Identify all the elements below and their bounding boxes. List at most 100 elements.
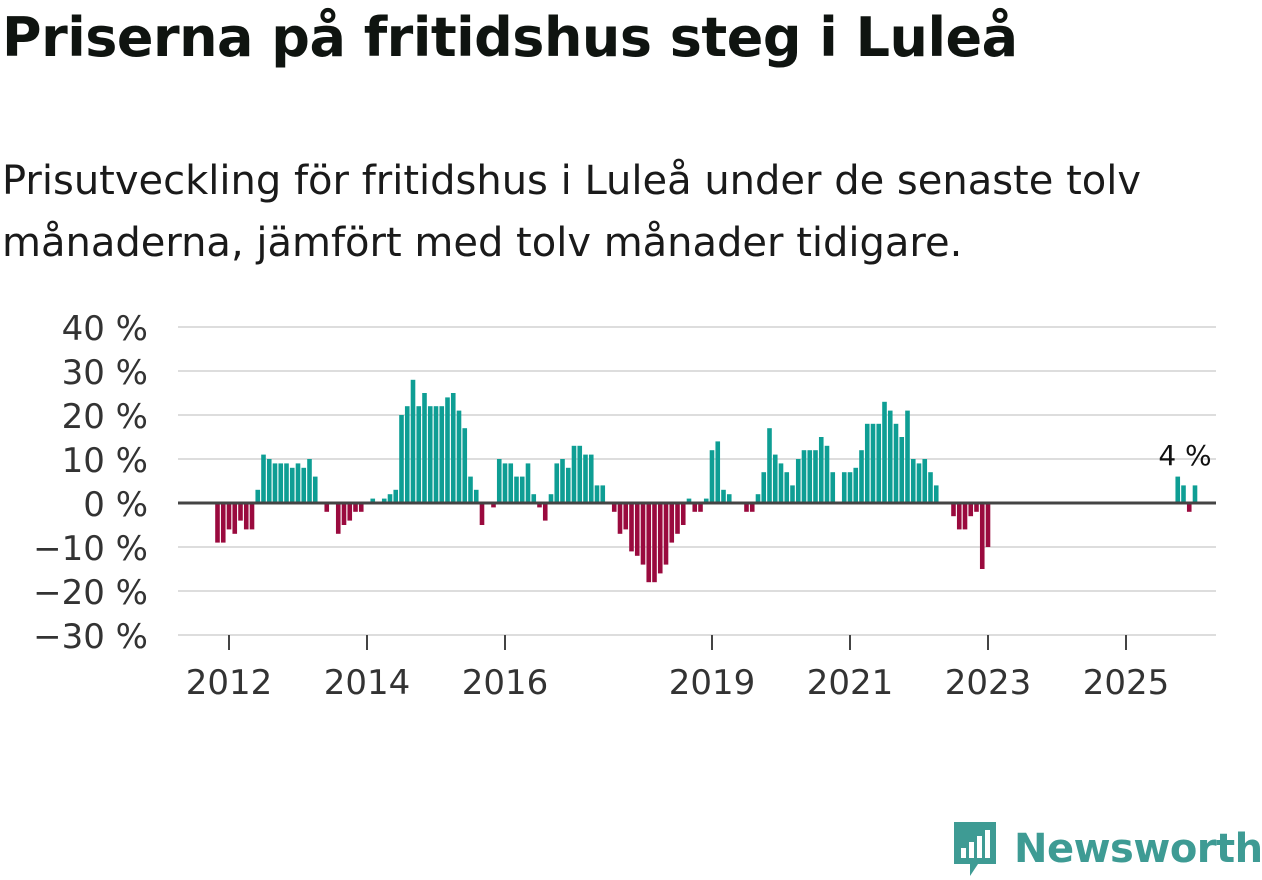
bar-positive (531, 494, 537, 503)
annotation-label: 4 % (1158, 439, 1211, 472)
bar-positive (876, 423, 882, 503)
bar-positive (910, 459, 916, 503)
bar-negative (692, 503, 698, 512)
bar-positive (508, 463, 514, 503)
x-tick-label: 2025 (1083, 663, 1170, 703)
bar-positive (767, 428, 772, 503)
bar-negative (657, 503, 663, 574)
bar-positive (289, 467, 295, 503)
bar-negative (698, 503, 703, 512)
bar-negative (652, 503, 657, 583)
bar-positive (548, 494, 554, 503)
bar-positive (594, 485, 600, 503)
bar-negative (634, 503, 640, 556)
gridlines (178, 326, 1216, 636)
bar-positive (1181, 485, 1186, 503)
bar-negative (617, 503, 623, 534)
bar-negative (335, 503, 341, 534)
bar-positive (502, 463, 508, 503)
bar-negative (1186, 503, 1192, 512)
bar-positive (755, 494, 761, 503)
x-tick-label: 2014 (324, 663, 411, 703)
bar-positive (571, 445, 577, 503)
x-tick-label: 2016 (462, 663, 549, 703)
bar-positive (864, 423, 870, 503)
bar-positive (427, 406, 433, 503)
chart-title: Priserna på fritidshus steg i Luleå (2, 6, 1018, 69)
bar-negative (341, 503, 347, 525)
bar-negative (640, 503, 646, 565)
bar-positive (807, 450, 813, 503)
bar-negative (979, 503, 985, 569)
bar-positive (893, 423, 899, 503)
bar-negative (238, 503, 243, 521)
bar-negative (956, 503, 962, 530)
x-axis: 2012 2014 2016 2019 2021 2023 2025 (186, 635, 1170, 703)
bar-positive (1175, 476, 1181, 503)
bar-negative (962, 503, 968, 530)
brand-logo: Newsworthy (950, 818, 1262, 880)
bar-positive (583, 454, 588, 503)
bar-positive (284, 463, 289, 503)
bar-positive (565, 467, 571, 503)
bar-positive (726, 494, 732, 503)
bar-positive (433, 406, 439, 503)
x-tick-label: 2021 (807, 663, 894, 703)
bar-positive (514, 476, 519, 503)
bar-negative (347, 503, 353, 521)
bar-positive (312, 476, 318, 503)
bar-positive (686, 498, 692, 503)
x-tick-label: 2019 (669, 663, 756, 703)
y-tick-label: 20 % (62, 397, 148, 437)
bar-negative (680, 503, 686, 525)
bar-negative (353, 503, 358, 512)
x-tick-label: 2023 (945, 663, 1032, 703)
bar-positive (588, 454, 594, 503)
bar-positive (410, 379, 416, 503)
bar-negative (542, 503, 548, 521)
bar-positive (824, 445, 830, 503)
bar-series (215, 379, 1198, 583)
annotation-group: 4 % (1158, 439, 1211, 472)
bar-positive (422, 393, 427, 503)
bar-positive (841, 472, 847, 503)
bar-positive (922, 459, 928, 503)
y-tick-label: −20 % (33, 573, 148, 613)
bar-positive (445, 397, 450, 503)
bar-positive (399, 415, 404, 503)
bar-positive (404, 406, 410, 503)
bar-negative (220, 503, 226, 543)
y-tick-label: −30 % (33, 617, 148, 657)
chart-subtitle: Prisutveckling för fritidshus i Luleå un… (2, 158, 1142, 266)
bar-negative (985, 503, 991, 547)
bar-positive (830, 472, 836, 503)
bar-negative (491, 503, 496, 508)
x-tick-label: 2012 (186, 663, 273, 703)
bar-positive (853, 467, 859, 503)
bar-positive (261, 454, 266, 503)
bar-positive (703, 498, 709, 503)
bar-negative (968, 503, 974, 517)
bar-negative (611, 503, 617, 512)
bar-positive (887, 410, 893, 503)
bar-positive (370, 498, 376, 503)
bar-negative (675, 503, 680, 534)
bar-negative (623, 503, 629, 530)
bar-negative (226, 503, 232, 530)
bar-positive (928, 472, 933, 503)
bar-positive (519, 476, 525, 503)
bar-positive (456, 410, 462, 503)
bar-positive (870, 423, 876, 503)
bar-positive (381, 498, 387, 503)
y-tick-label: 0 % (83, 485, 148, 525)
bar-negative (669, 503, 675, 543)
bar-positive (813, 450, 818, 503)
bar-positive (278, 463, 284, 503)
bar-positive (761, 472, 767, 503)
bar-positive (462, 428, 468, 503)
bar-positive (393, 489, 399, 503)
bar-positive (801, 450, 807, 503)
bar-positive (416, 406, 422, 503)
newsworthy-logo-icon (954, 822, 996, 876)
bar-negative (232, 503, 238, 534)
